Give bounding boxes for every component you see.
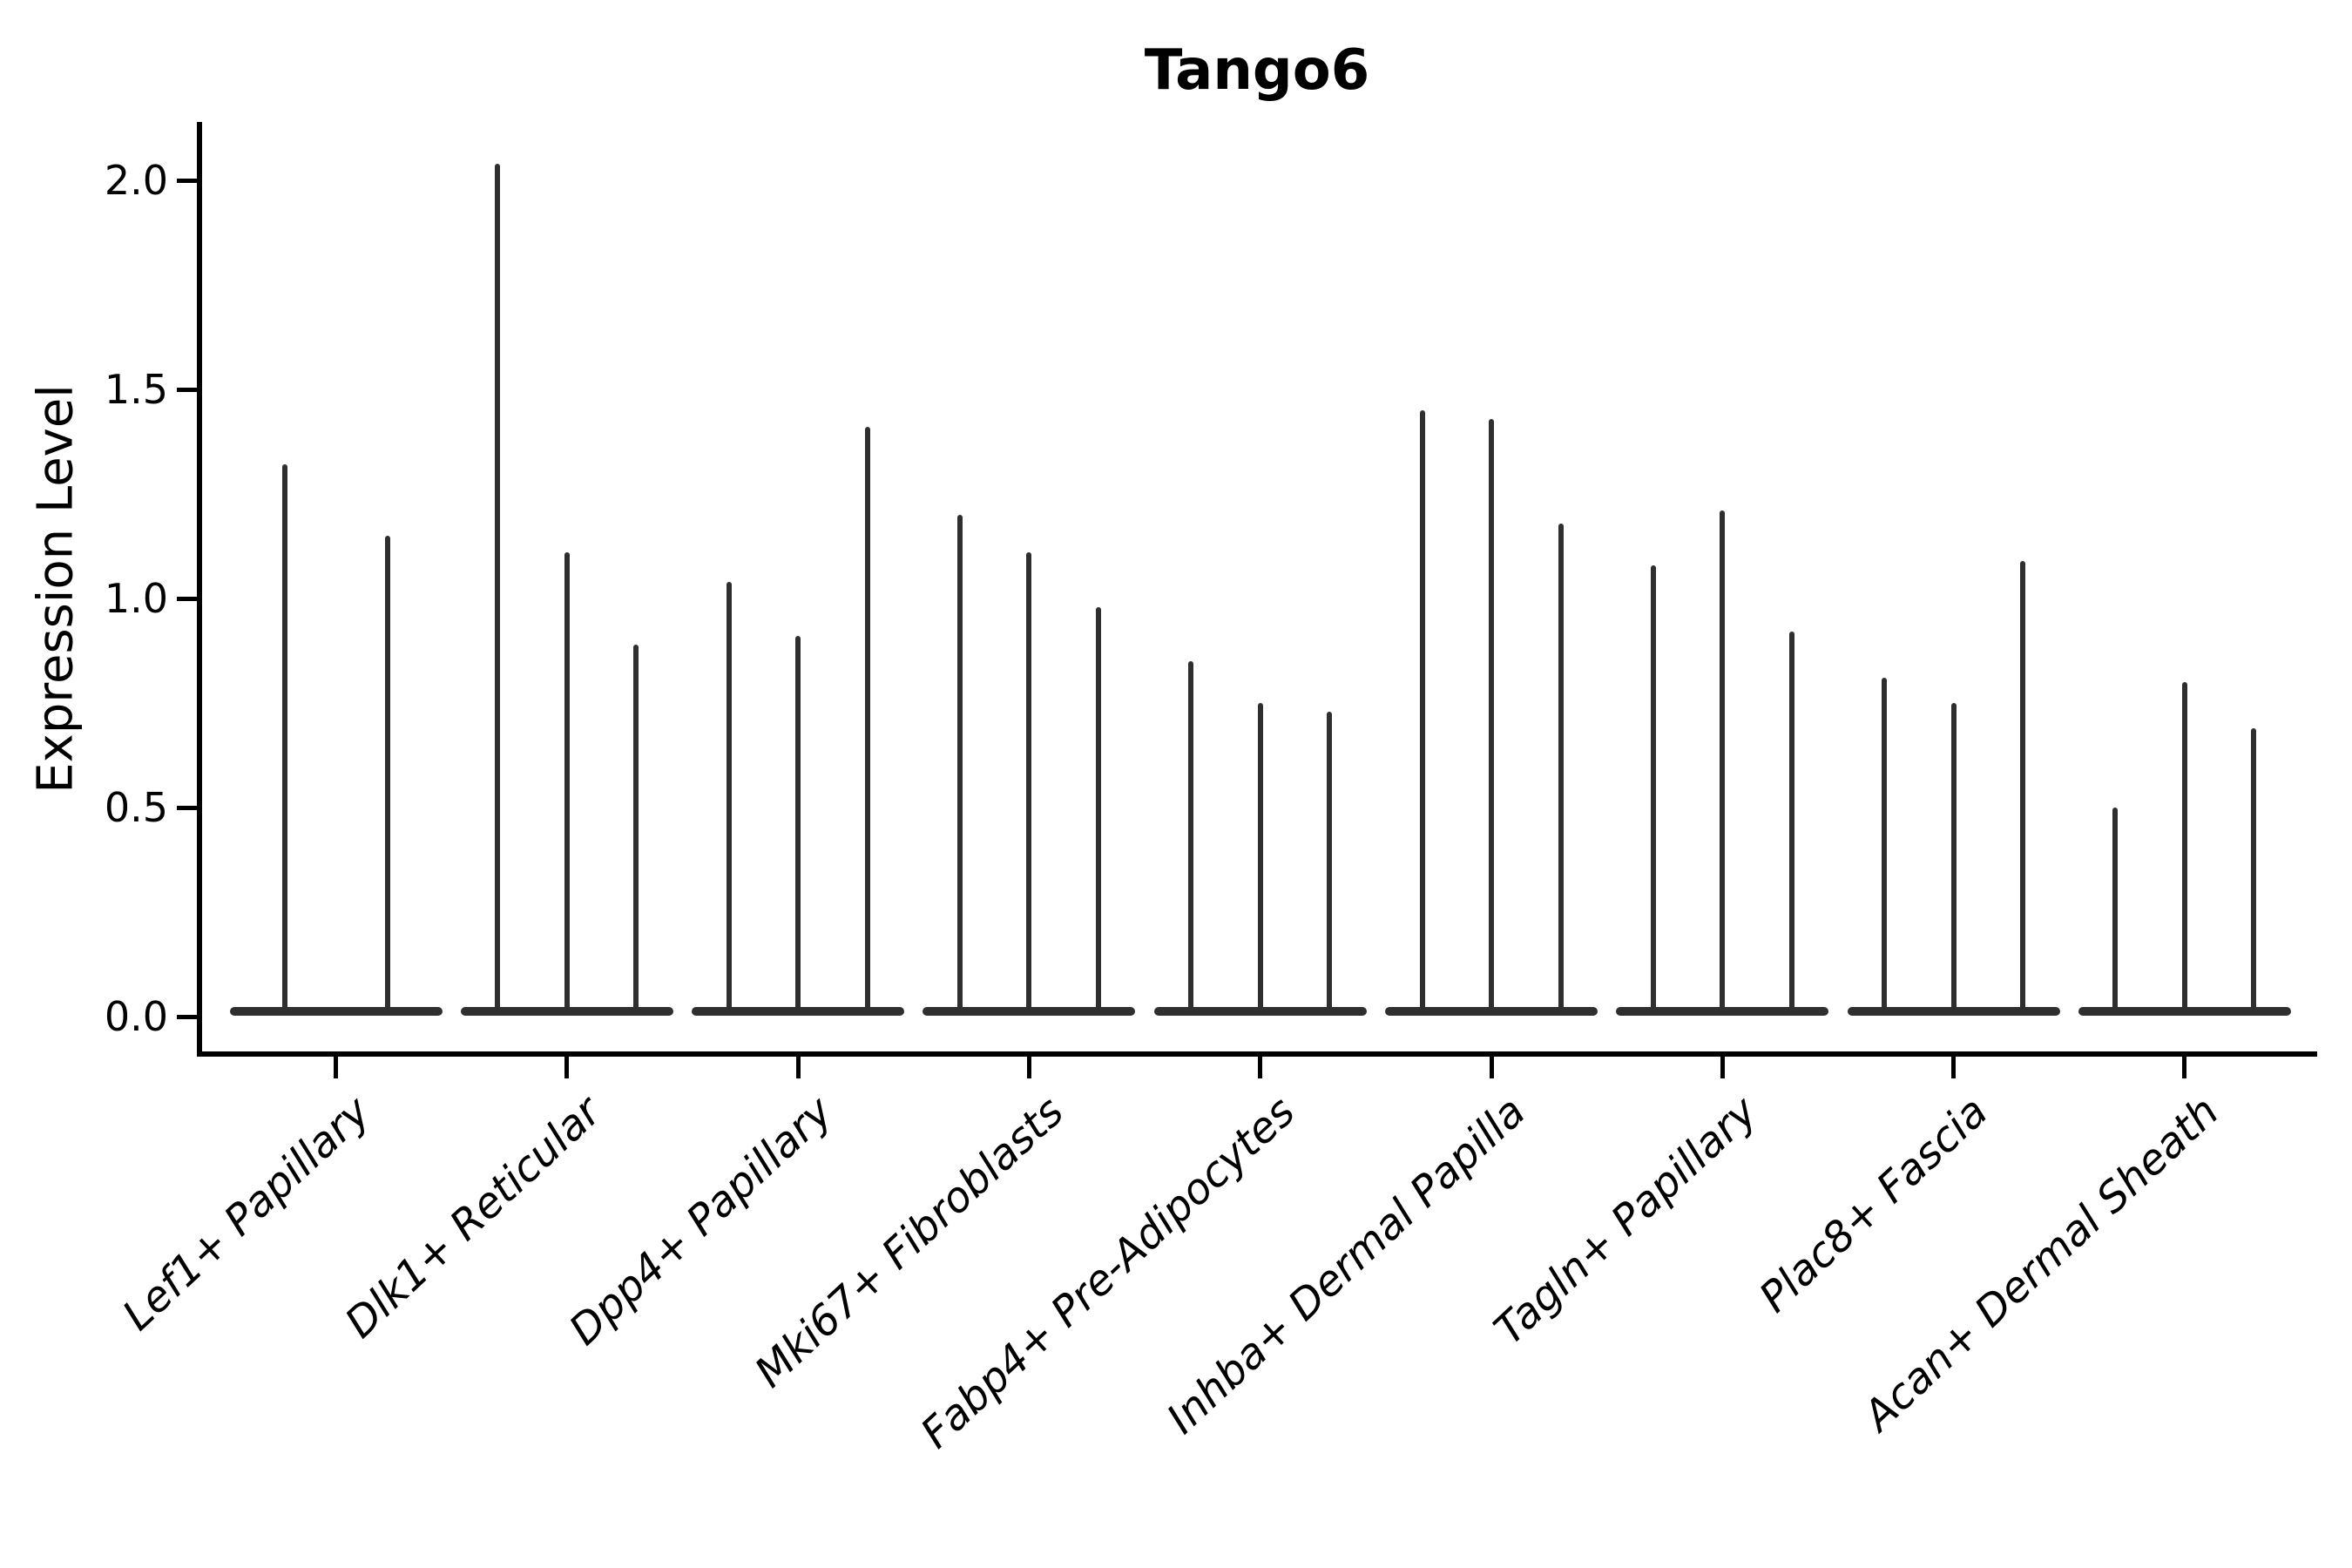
violin-spike [1950, 703, 1957, 1013]
violin-spike [384, 536, 390, 1013]
violin-spike [2251, 727, 2257, 1013]
x-tick [564, 1054, 570, 1078]
x-tick-label: Lef1+ Papillary [113, 1087, 380, 1341]
x-tick [1720, 1054, 1725, 1078]
y-tick-label: 1.5 [104, 366, 168, 413]
violin-spike [1720, 510, 1726, 1013]
violin-spike [1882, 678, 1888, 1013]
violin-spike [2112, 808, 2119, 1013]
violin-base [229, 1007, 443, 1016]
violin-spike [564, 552, 570, 1013]
y-axis-title: Expression Level [27, 384, 84, 794]
x-tick [334, 1054, 338, 1078]
violin-spike [726, 581, 732, 1013]
violin-spike [633, 644, 639, 1013]
violin-spike [1558, 523, 1564, 1013]
violin-spike [1788, 632, 1794, 1013]
violin-spike [495, 163, 501, 1013]
violin-spike [1026, 552, 1032, 1013]
violin-spike [1419, 410, 1425, 1013]
y-tick-label: 0.5 [104, 784, 168, 831]
x-axis-spine [197, 1051, 2317, 1057]
violin-spike [1650, 564, 1656, 1013]
violin-spike [1257, 703, 1263, 1013]
x-tick [795, 1054, 801, 1078]
violin-spike [2181, 682, 2187, 1013]
y-tick-label: 1.0 [104, 575, 168, 622]
x-tick-label: Fabp4+ Pre-Adipocytes [911, 1087, 1304, 1458]
x-tick [1951, 1054, 1957, 1078]
violin-spike [281, 464, 287, 1013]
violin-spike [2020, 560, 2026, 1013]
x-tick [2182, 1054, 2187, 1078]
violin-spike [795, 636, 801, 1013]
x-tick [1026, 1054, 1031, 1078]
y-tick-label: 0.0 [104, 993, 168, 1040]
violin-spike [864, 427, 870, 1013]
y-tick [177, 178, 199, 183]
chart-title: Tango6 [1144, 38, 1370, 103]
x-tick [1489, 1054, 1494, 1078]
y-tick [177, 387, 199, 392]
y-tick [177, 1014, 199, 1019]
violin-spike [1327, 711, 1333, 1013]
violin-spike [1188, 661, 1194, 1013]
violin-spike [1489, 418, 1494, 1013]
y-axis-spine [197, 122, 202, 1057]
x-tick [1258, 1054, 1263, 1078]
violin-spike [956, 515, 963, 1013]
x-tick-label: Plac8+ Fascia [1750, 1087, 1997, 1322]
y-tick-label: 2.0 [104, 157, 168, 204]
y-tick [177, 596, 199, 601]
violin-spike [1095, 606, 1101, 1013]
y-tick [177, 805, 199, 810]
